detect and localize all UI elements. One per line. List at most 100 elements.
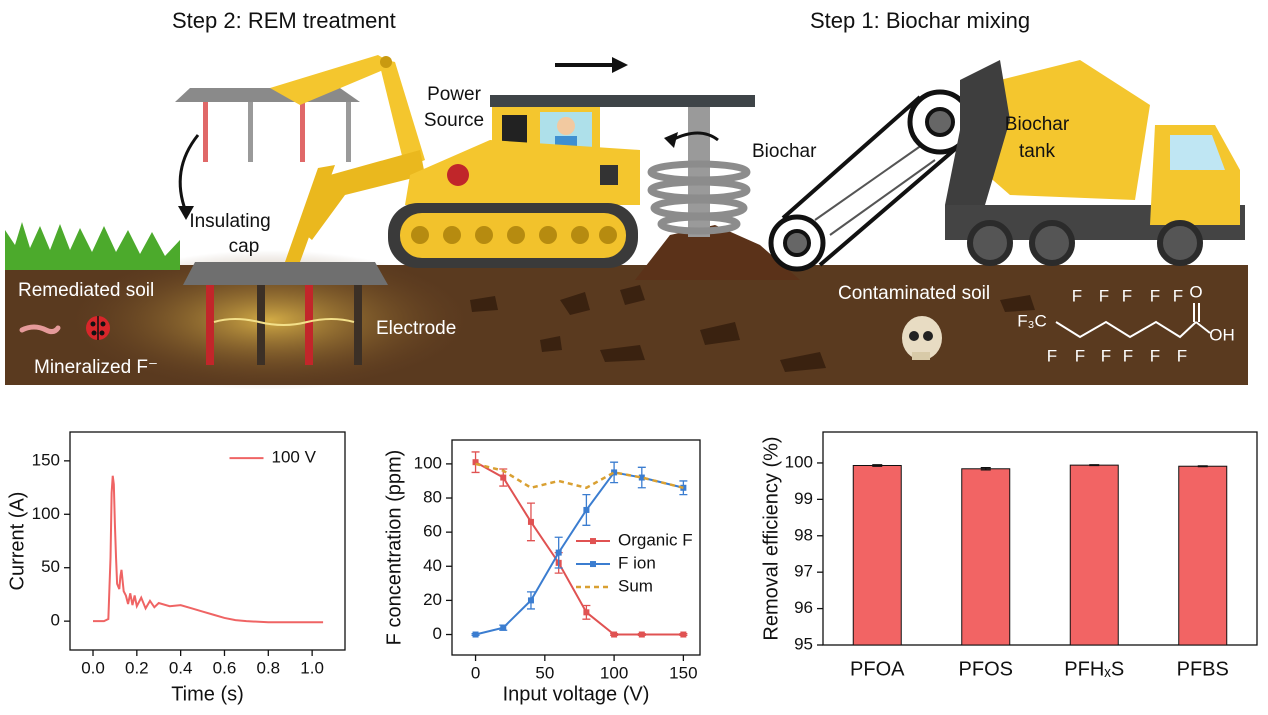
- x-tick-label: 0.4: [169, 658, 193, 677]
- x-axis-label: Time (s): [171, 683, 244, 705]
- atom: F: [1072, 286, 1082, 305]
- marker: [583, 609, 590, 616]
- y-tick-label: 0: [51, 611, 60, 630]
- insulating-cap-label: cap: [229, 236, 260, 257]
- conveyor: [768, 89, 973, 272]
- legend-label: Organic F: [618, 531, 693, 550]
- x-tick-label: 150: [669, 663, 697, 682]
- x-tick-label: PFOA: [850, 658, 905, 680]
- x-tick-label: 0.2: [125, 658, 149, 677]
- x-tick-label: 0.8: [256, 658, 280, 677]
- y-tick-label: 40: [423, 556, 442, 575]
- atom: F: [1047, 346, 1057, 365]
- error-bar: [872, 464, 883, 467]
- y-tick-label: 96: [794, 598, 813, 617]
- legend-label: 100 V: [272, 448, 317, 467]
- power-source: Source: [424, 110, 484, 131]
- illustration: [5, 55, 1248, 390]
- step1-title: Step 1: Biochar mixing: [810, 8, 1030, 33]
- error-bar: [980, 467, 991, 471]
- power-source: Power: [427, 84, 482, 105]
- grass: [5, 222, 180, 270]
- remediated-soil: Remediated soil: [18, 280, 154, 301]
- excavator-arm: [270, 55, 425, 262]
- y-tick-label: 97: [794, 562, 813, 581]
- y-tick-label: 80: [423, 488, 442, 507]
- legend-label: F ion: [618, 554, 656, 573]
- atom: F: [1122, 286, 1132, 305]
- series-line: [93, 475, 324, 624]
- y-tick-label: 100: [32, 504, 60, 523]
- bar: [1069, 464, 1119, 646]
- marker: [638, 474, 645, 481]
- atom: F: [1150, 286, 1160, 305]
- contaminated-soil: Contaminated soil: [838, 283, 990, 304]
- marker: [472, 631, 479, 638]
- atom: F₃C: [1017, 311, 1047, 330]
- y-tick-label: 100: [785, 452, 813, 471]
- molecule-bonds: [1055, 320, 1197, 339]
- drill: [635, 107, 800, 280]
- marker: [611, 631, 618, 638]
- electrode-label: Electrode: [376, 318, 456, 339]
- skull: [902, 316, 942, 360]
- y-tick-label: 150: [32, 450, 60, 469]
- atom: OH: [1209, 325, 1235, 344]
- rocks: [470, 285, 1035, 372]
- x-tick-label: PFBS: [1177, 658, 1229, 680]
- atom: F: [1173, 286, 1183, 305]
- plot-frame: [822, 431, 1258, 646]
- arrow: [178, 134, 200, 213]
- marker: [472, 459, 479, 466]
- error-bar: [1197, 465, 1208, 468]
- biochar-tank: tank: [1019, 141, 1055, 162]
- x-tick-label: PFOS: [959, 658, 1013, 680]
- atom: F: [1101, 346, 1111, 365]
- legend-label: Sum: [618, 577, 653, 596]
- y-axis-label: Removal efficiency (%): [760, 436, 782, 640]
- marker: [500, 474, 507, 481]
- x-tick-label: 100: [600, 663, 628, 682]
- worm: [19, 324, 61, 335]
- y-tick-label: 98: [794, 525, 813, 544]
- plot-frame: [451, 439, 701, 656]
- biochar-label: Biochar: [752, 141, 817, 162]
- atom: O: [1189, 282, 1202, 301]
- y-tick-label: 100: [414, 453, 442, 472]
- biochar-tank: Biochar: [1005, 114, 1070, 135]
- y-axis-label: F concentration (ppm): [383, 450, 405, 646]
- excavator: [388, 95, 755, 268]
- x-tick-label: 0.6: [213, 658, 237, 677]
- truck: [945, 60, 1245, 266]
- atom: F: [1075, 346, 1085, 365]
- insulating-cap: [183, 262, 388, 365]
- y-tick-label: 99: [794, 489, 813, 508]
- y-tick-label: 0: [433, 624, 442, 643]
- bar: [961, 468, 1011, 646]
- marker: [611, 469, 618, 476]
- series-line: [475, 461, 684, 636]
- bar: [1178, 465, 1228, 646]
- insulating-cap-top: [175, 88, 360, 162]
- x-tick-label: 0.0: [81, 658, 105, 677]
- x-tick-label: 0: [471, 663, 480, 682]
- atom: F: [1150, 346, 1160, 365]
- mineralized-f: Mineralized F⁻: [34, 357, 158, 378]
- bar: [852, 464, 902, 646]
- y-tick-label: 95: [794, 634, 813, 653]
- step2-title: Step 2: REM treatment: [172, 8, 396, 33]
- legend-marker: [590, 538, 596, 545]
- plot-frame: [69, 431, 346, 651]
- y-axis-label: Current (A): [6, 492, 28, 591]
- marker: [638, 631, 645, 638]
- marker: [500, 624, 507, 631]
- atom: F: [1123, 346, 1133, 365]
- atom: F: [1177, 346, 1187, 365]
- series-line: [475, 462, 684, 490]
- y-tick-label: 60: [423, 522, 442, 541]
- charts: 0 50 100 150 0.0 0.2 0.4 0.6 0.8 1.0 Current (A) Ti…: [6, 431, 1258, 705]
- x-tick-label: 50: [535, 663, 554, 682]
- insulating-cap-label: Insulating: [189, 211, 270, 232]
- x-axis-label: Input voltage (V): [503, 683, 650, 705]
